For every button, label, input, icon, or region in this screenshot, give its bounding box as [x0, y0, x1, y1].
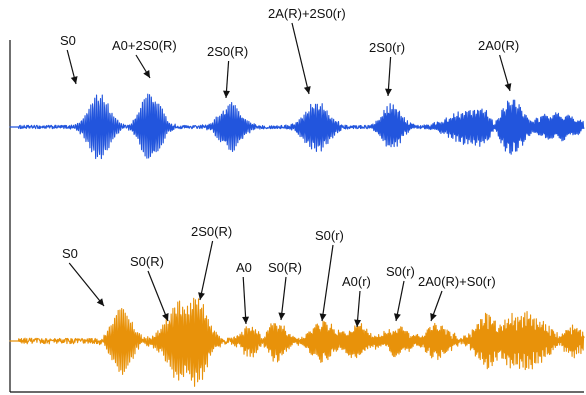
annotation-4: 2S0(r) [369, 40, 405, 97]
annotation-label: S0 [60, 33, 76, 48]
annotation-arrow [68, 262, 105, 307]
annotation-8: 2S0(R) [191, 224, 232, 301]
annotation-label: 2A0(R) [478, 38, 519, 53]
orange-waveform-series [9, 297, 585, 387]
annotation-arrowhead [394, 313, 401, 321]
annotation-arrowhead [278, 312, 286, 320]
annotation-0: S0 [60, 33, 78, 85]
annotation-7: S0(R) [130, 254, 169, 322]
annotation-label: S0(R) [268, 260, 302, 275]
annotation-label: 2A(R)+2S0(r) [268, 6, 346, 21]
annotation-10: S0(R) [268, 260, 302, 321]
annotation-arrowhead [242, 316, 250, 324]
annotation-11: S0(r) [315, 228, 344, 322]
annotation-arrowhead [430, 313, 437, 321]
annotation-arrowhead [303, 86, 311, 94]
annotation-1: A0+2S0(R) [112, 38, 177, 79]
annotation-arrowhead [143, 70, 150, 78]
annotation-9: A0 [236, 260, 252, 325]
annotation-arrow [280, 276, 287, 321]
annotation-14: 2A0(R)+S0(r) [418, 274, 496, 322]
annotation-arrowhead [96, 298, 104, 306]
annotation-label: A0+2S0(R) [112, 38, 177, 53]
annotation-label: S0(r) [315, 228, 344, 243]
annotation-arrowhead [354, 319, 362, 327]
annotation-arrowhead [70, 76, 78, 84]
annotation-arrow [321, 244, 334, 322]
annotation-label: S0 [62, 246, 78, 261]
annotation-12: A0(r) [342, 274, 371, 328]
annotation-5: 2A0(R) [478, 38, 519, 92]
annotation-arrowhead [223, 90, 230, 98]
annotation-arrow [291, 22, 310, 95]
annotation-arrowhead [319, 313, 327, 321]
annotation-arrowhead [504, 83, 512, 91]
annotation-label: 2S0(r) [369, 40, 405, 55]
annotation-arrowhead [198, 292, 205, 300]
annotation-arrowhead [385, 88, 392, 96]
annotation-arrow [242, 276, 247, 325]
blue-waveform-series [9, 93, 585, 160]
annotation-label: S0(r) [386, 264, 415, 279]
annotation-2: 2S0(R) [207, 44, 248, 99]
annotation-label: S0(R) [130, 254, 164, 269]
annotation-label: 2S0(R) [207, 44, 248, 59]
annotation-arrow [199, 240, 214, 301]
annotation-13: S0(r) [386, 264, 415, 322]
annotation-6: S0 [62, 246, 105, 307]
annotation-label: 2S0(R) [191, 224, 232, 239]
annotation-3: 2A(R)+2S0(r) [268, 6, 346, 95]
annotation-label: 2A0(R)+S0(r) [418, 274, 496, 289]
annotation-label: A0(r) [342, 274, 371, 289]
annotation-arrow [147, 270, 169, 322]
annotation-label: A0 [236, 260, 252, 275]
annotation-arrowhead [162, 313, 169, 321]
